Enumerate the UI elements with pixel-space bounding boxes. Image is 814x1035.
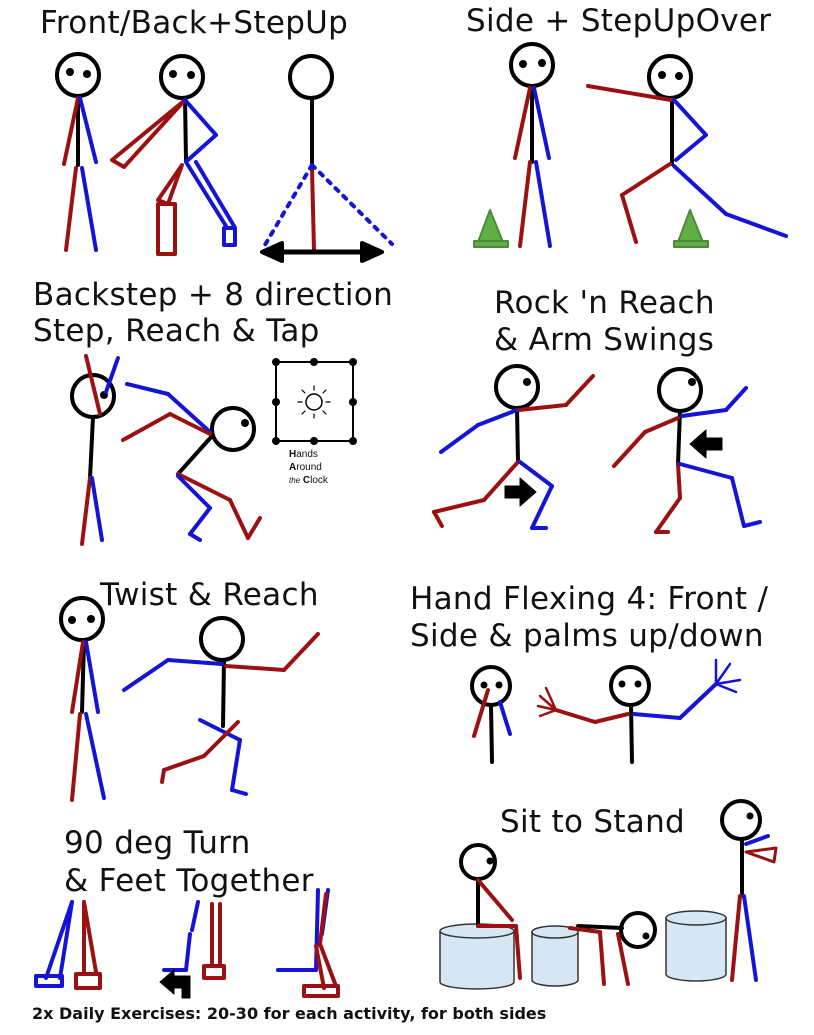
cone-icon (473, 209, 509, 248)
figure-standing-up (720, 799, 778, 982)
sit-stand-title: Sit to Stand (500, 804, 686, 840)
hand-flex-title-line2: Side & palms up/down (410, 618, 764, 654)
hand-flex-title-line1: Hand Flexing 4: Front / (410, 581, 769, 617)
cone-icon (673, 209, 709, 248)
rock-title-line2: & Arm Swings (494, 322, 715, 358)
figure-rock-back (612, 367, 762, 534)
feet-pair-2 (159, 900, 226, 999)
stool-1 (439, 923, 515, 990)
feet-pair-3 (276, 888, 340, 998)
figure-twist-reach (122, 616, 320, 796)
turn-title-line1: 90 deg Turn (64, 825, 251, 861)
figure-backstep-reach (121, 382, 262, 542)
figure-hand-flex-side (536, 658, 742, 764)
figure-step-over (586, 54, 788, 244)
figure-twist-standing (59, 596, 106, 802)
figure-backstep-standing (70, 354, 120, 546)
hands-around-clock-label: Hands Around the Clock (289, 449, 328, 486)
front-back-title: Front/Back+StepUp (40, 5, 349, 41)
figure-hand-flex-front (470, 665, 512, 764)
backstep-title-line2: Step, Reach & Tap (33, 313, 320, 349)
figure-seated (459, 843, 522, 980)
feet-pair-1 (34, 900, 102, 990)
stool-2 (531, 925, 579, 987)
figure-back-step (260, 54, 394, 263)
hands-around-clock-diagram (272, 358, 357, 445)
turn-title-line2: & Feet Together (64, 863, 314, 899)
rock-title-line1: Rock 'n Reach (494, 285, 715, 321)
backstep-title-line1: Backstep + 8 direction (33, 277, 394, 313)
figure-leaning (568, 911, 657, 986)
figure-step-up (110, 54, 237, 256)
stool-3 (665, 910, 727, 982)
figure-rock-forward (432, 364, 595, 530)
figure-side-standing (509, 42, 555, 248)
side-stepup-title: Side + StepUpOver (466, 3, 772, 39)
footer-note: 2x Daily Exercises: 20-30 for each activ… (32, 1004, 547, 1023)
twist-title: Twist & Reach (100, 577, 319, 613)
figure-front-standing (55, 52, 101, 252)
